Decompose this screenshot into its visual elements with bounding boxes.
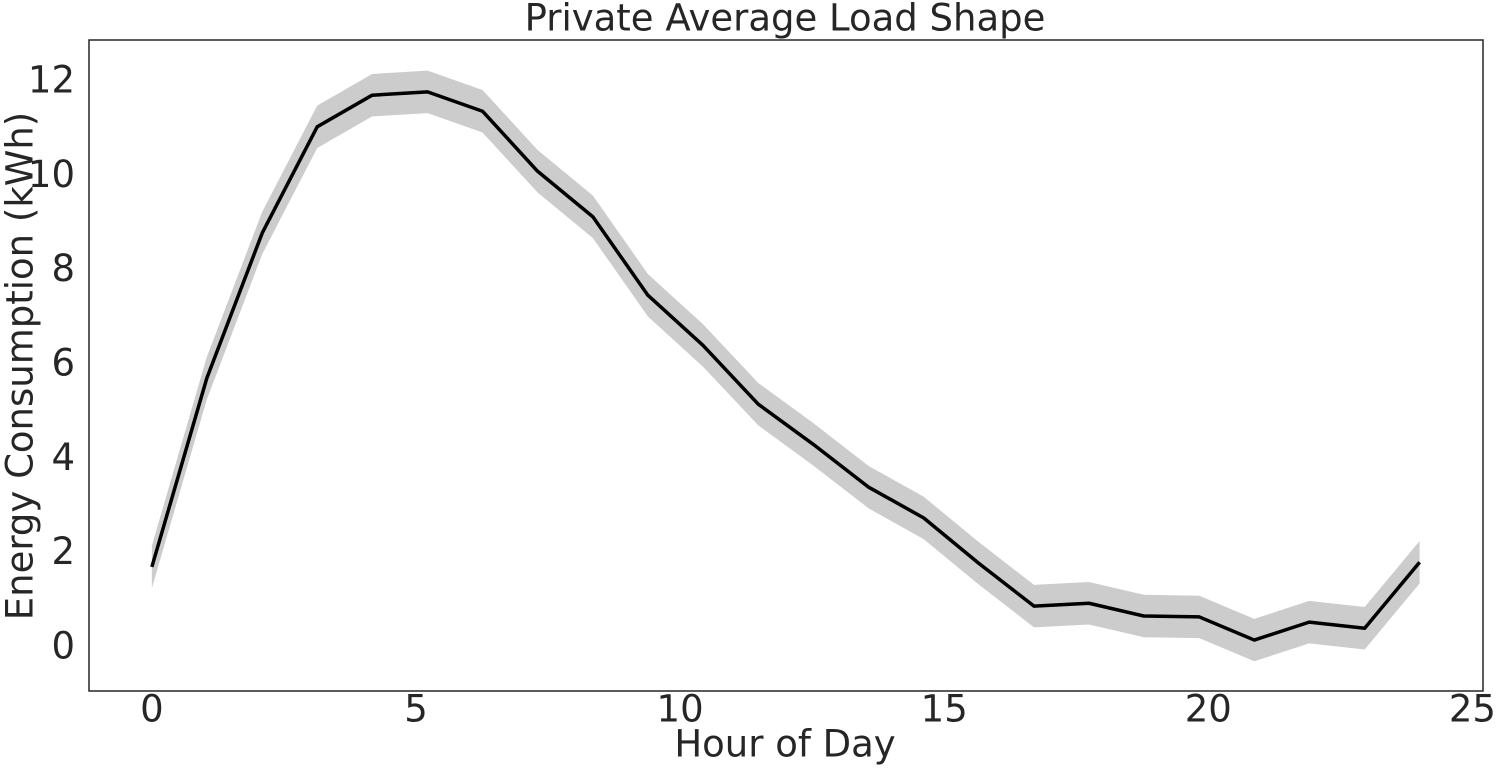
x-tick-label: 20 [1185,688,1232,731]
x-axis-label: Hour of Day [674,723,895,766]
x-tick-label: 10 [657,688,704,731]
y-tick-label: 2 [51,530,75,573]
y-axis-label: Energy Consumption (kWh) [0,112,42,620]
x-tick-label: 25 [1449,688,1496,731]
x-tick-label: 5 [404,688,428,731]
chart-title: Private Average Load Shape [525,0,1046,40]
y-tick-label: 4 [51,436,75,479]
plot-frame [88,39,1484,692]
y-tick-label: 12 [28,58,75,101]
y-tick-label: 6 [51,342,75,385]
x-tick-label: 0 [140,688,164,731]
confidence-band [151,70,1420,662]
y-tick-label: 0 [51,625,75,668]
line [150,90,1421,642]
y-tick-label: 8 [51,247,75,290]
x-tick-label: 15 [921,688,968,731]
y-tick-label: 10 [28,153,75,196]
